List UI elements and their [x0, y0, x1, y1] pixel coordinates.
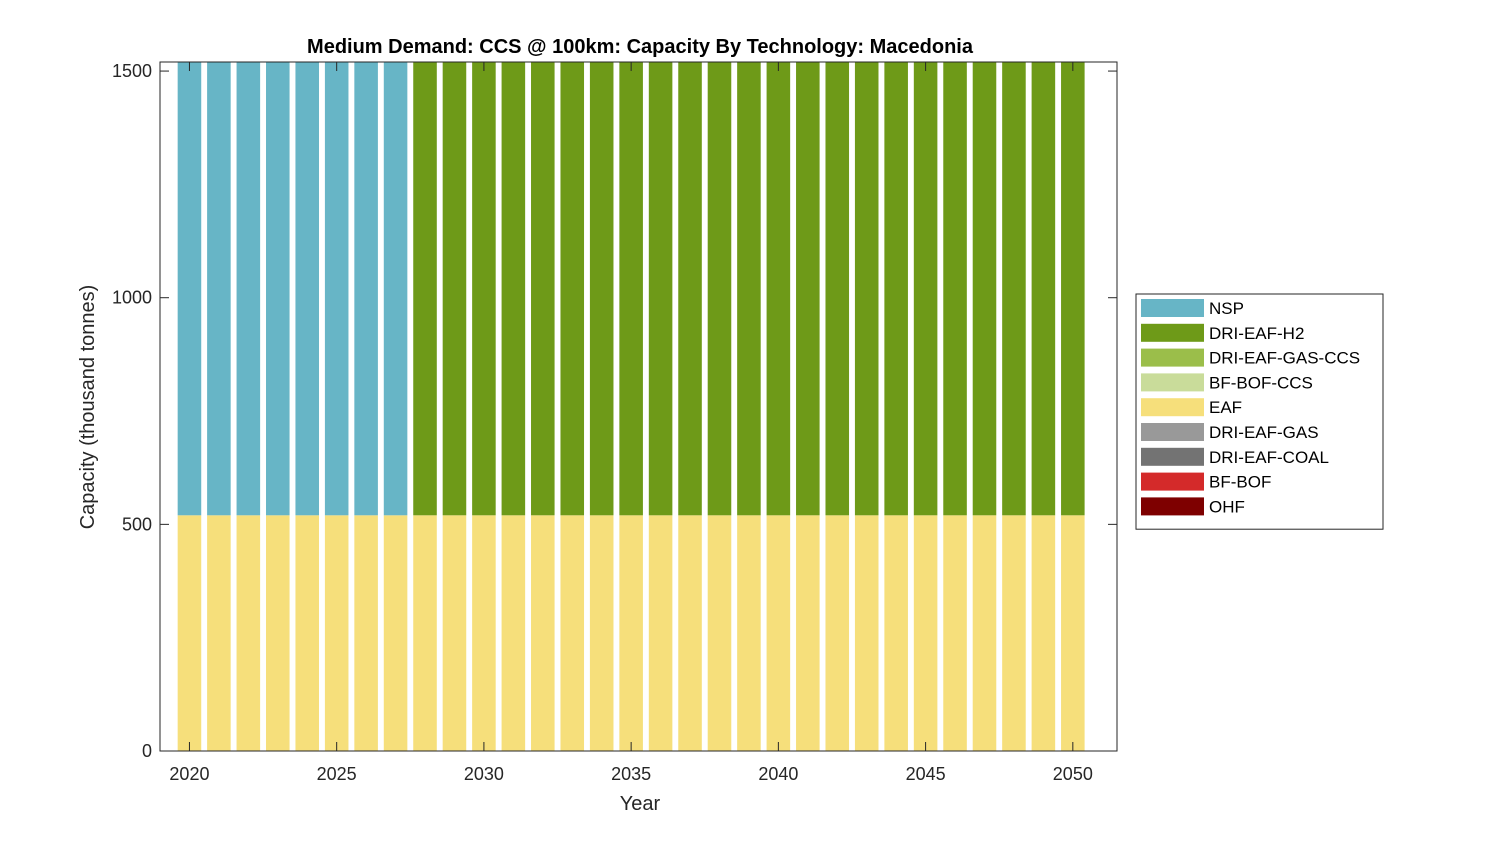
- bar-eaf-2045: [913, 515, 938, 751]
- bar-dri-eaf-h2-2049: [1031, 62, 1056, 516]
- bar-nsp-2024: [295, 62, 320, 516]
- bar-dri-eaf-h2-2041: [796, 62, 820, 516]
- bar-nsp-2027: [383, 62, 408, 516]
- x-tick-label-2030: 2030: [464, 764, 504, 784]
- x-tick-label-2035: 2035: [611, 764, 651, 784]
- bar-dri-eaf-h2-2029: [442, 62, 467, 516]
- bar-dri-eaf-h2-2040: [766, 62, 791, 516]
- bar-eaf-2024: [295, 515, 320, 751]
- bar-eaf-2027: [383, 515, 408, 751]
- bar-nsp-2022: [236, 62, 261, 516]
- bar-eaf-2022: [236, 515, 261, 751]
- bar-eaf-2048: [1002, 515, 1026, 751]
- legend-label-dri-eaf-gas: DRI-EAF-GAS: [1209, 423, 1319, 442]
- bar-eaf-2035: [619, 515, 643, 751]
- y-tick-label-500: 500: [122, 514, 152, 534]
- bar-dri-eaf-h2-2045: [913, 62, 938, 516]
- bar-eaf-2044: [884, 515, 908, 751]
- legend-swatch-ohf: [1141, 497, 1204, 516]
- bar-eaf-2021: [207, 515, 231, 751]
- bar-dri-eaf-h2-2036: [648, 62, 673, 516]
- legend-label-dri-eaf-coal: DRI-EAF-COAL: [1209, 448, 1329, 467]
- bar-eaf-2037: [678, 515, 702, 751]
- ticks-group: 2020 2025 2030 2035 2040 2045 2050 0 500 1000 1500: [112, 61, 1117, 784]
- bar-eaf-2036: [648, 515, 673, 751]
- x-tick-label-2020: 2020: [169, 764, 209, 784]
- bar-eaf-2026: [354, 515, 378, 751]
- legend-swatch-dri-eaf-gas: [1141, 423, 1204, 441]
- chart-title: Medium Demand: CCS @ 100km: Capacity By …: [307, 36, 974, 58]
- bar-eaf-2023: [266, 515, 290, 751]
- bar-eaf-2039: [737, 515, 761, 751]
- y-tick-label-0: 0: [142, 741, 152, 761]
- legend-swatch-eaf: [1141, 398, 1204, 417]
- bar-nsp-2026: [354, 62, 378, 516]
- bar-dri-eaf-h2-2043: [854, 62, 879, 516]
- legend-swatch-bf-bof-ccs: [1141, 373, 1204, 392]
- bar-nsp-2021: [207, 62, 231, 516]
- bar-eaf-2050: [1061, 515, 1085, 751]
- bar-dri-eaf-h2-2028: [413, 62, 437, 516]
- bar-eaf-2033: [560, 515, 585, 751]
- bar-eaf-2047: [972, 515, 997, 751]
- bar-dri-eaf-h2-2038: [707, 62, 732, 516]
- bar-dri-eaf-h2-2034: [589, 62, 614, 516]
- legend-label-dri-eaf-h2: DRI-EAF-H2: [1209, 324, 1304, 343]
- bar-dri-eaf-h2-2050: [1061, 62, 1085, 516]
- bar-dri-eaf-h2-2039: [737, 62, 761, 516]
- bar-eaf-2042: [825, 515, 850, 751]
- x-axis-label: Year: [620, 793, 661, 815]
- bar-dri-eaf-h2-2042: [825, 62, 850, 516]
- legend-label-bf-bof-ccs: BF-BOF-CCS: [1209, 373, 1313, 392]
- bar-dri-eaf-h2-2047: [972, 62, 997, 516]
- bar-eaf-2031: [501, 515, 526, 751]
- bar-eaf-2046: [943, 515, 967, 751]
- bar-eaf-2043: [854, 515, 879, 751]
- bar-eaf-2034: [589, 515, 614, 751]
- bar-dri-eaf-h2-2030: [472, 62, 496, 516]
- bar-dri-eaf-h2-2046: [943, 62, 967, 516]
- legend-label-ohf: OHF: [1209, 497, 1245, 516]
- legend-swatch-dri-eaf-h2: [1141, 323, 1204, 342]
- legend-swatch-dri-eaf-gas-ccs: [1141, 348, 1204, 367]
- bar-dri-eaf-h2-2048: [1002, 62, 1026, 516]
- legend-swatch-bf-bof: [1141, 472, 1204, 491]
- y-axis-label: Capacity (thousand tonnes): [77, 285, 99, 530]
- bar-eaf-2030: [472, 515, 496, 751]
- bars-group: [177, 62, 1085, 751]
- bar-dri-eaf-h2-2032: [531, 62, 555, 516]
- legend-swatch-dri-eaf-coal: [1141, 447, 1204, 466]
- bar-dri-eaf-h2-2037: [678, 62, 702, 516]
- x-tick-label-2040: 2040: [758, 764, 798, 784]
- bar-eaf-2041: [796, 515, 820, 751]
- axes-box: [159, 61, 1118, 752]
- bar-eaf-2029: [442, 515, 467, 751]
- x-tick-label-2045: 2045: [906, 764, 946, 784]
- bar-dri-eaf-h2-2044: [884, 62, 908, 516]
- y-tick-label-1000: 1000: [112, 288, 152, 308]
- x-tick-label-2050: 2050: [1053, 764, 1093, 784]
- bar-eaf-2038: [707, 515, 732, 751]
- bar-eaf-2032: [531, 515, 555, 751]
- bar-eaf-2028: [413, 515, 437, 751]
- legend-label-nsp: NSP: [1209, 299, 1244, 318]
- bar-eaf-2049: [1031, 515, 1056, 751]
- bar-eaf-2040: [766, 515, 791, 751]
- bar-eaf-2020: [177, 515, 202, 751]
- bar-dri-eaf-h2-2031: [501, 62, 526, 516]
- legend-label-eaf: EAF: [1209, 398, 1242, 417]
- legend-label-dri-eaf-gas-ccs: DRI-EAF-GAS-CCS: [1209, 349, 1360, 368]
- bar-nsp-2023: [266, 62, 290, 516]
- legend-swatch-nsp: [1141, 299, 1204, 317]
- legend-label-bf-bof: BF-BOF: [1209, 473, 1271, 492]
- bar-eaf-2025: [324, 515, 349, 751]
- bar-nsp-2020: [177, 62, 202, 516]
- bar-dri-eaf-h2-2035: [619, 62, 643, 516]
- legend: NSP DRI-EAF-H2 DRI-EAF-GAS-CCS BF-BOF-CCS EA…: [1135, 293, 1384, 530]
- bar-nsp-2025: [324, 62, 349, 516]
- x-tick-label-2025: 2025: [317, 764, 357, 784]
- bar-dri-eaf-h2-2033: [560, 62, 585, 516]
- y-tick-label-1500: 1500: [112, 61, 152, 81]
